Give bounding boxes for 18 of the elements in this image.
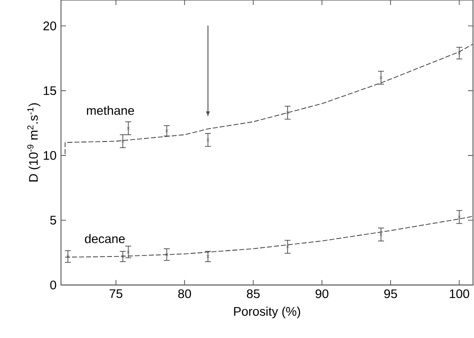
series-label: decane (84, 234, 125, 244)
x-tick-label: 75 (110, 289, 122, 298)
series-label: methane (86, 106, 134, 115)
x-tick-label: 90 (316, 289, 328, 298)
x-axis-title: Porosity (%) (234, 306, 300, 318)
y-tick-label: 20 (43, 22, 56, 30)
y-tick-label: 0 (50, 280, 56, 290)
y-tick-label: 5 (50, 216, 56, 225)
line-series (64, 44, 474, 155)
y-tick-label: 15 (44, 86, 56, 96)
point (206, 254, 210, 258)
x-tick-label: 80 (178, 289, 192, 298)
x-tick-label: 95 (384, 289, 398, 298)
y-axis-title: D (10$^{-9}$ m$^{2}$.s$^{-1}$) (27, 103, 40, 182)
y-tick-label: 10 (44, 151, 56, 160)
x-tick-label: 85 (246, 289, 260, 298)
point (165, 129, 168, 132)
x-tick-label: 100 (450, 289, 470, 298)
